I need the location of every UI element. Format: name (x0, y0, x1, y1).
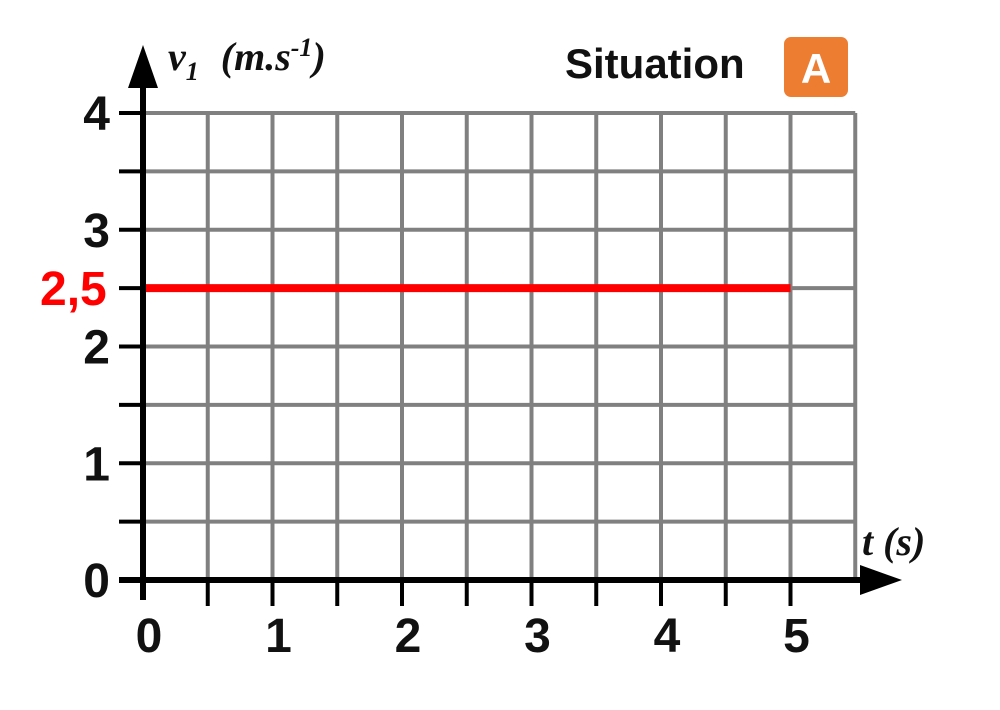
x-tick-label: 2 (395, 610, 422, 663)
axes (119, 45, 902, 606)
y-tick-label: 0 (83, 555, 110, 608)
y-axis-unit-exponent: -1 (291, 33, 313, 62)
grid (143, 111, 858, 580)
y-tick-label: 2 (83, 322, 110, 375)
situation-badge-letter: A (801, 45, 831, 92)
y-axis-arrow (128, 45, 158, 88)
value-annotation: 2,5 (40, 263, 107, 316)
y-axis-symbol: v (168, 34, 187, 79)
tick-labels: 0 1 2 3 4 5 0 1 2 3 4 (83, 88, 810, 663)
x-tick-label: 5 (783, 610, 810, 663)
x-tick-label: 1 (265, 610, 292, 663)
x-axis-arrow (860, 565, 902, 595)
x-axis-title: t (s) (862, 519, 925, 564)
y-axis-title: v1 (m.s-1) (168, 33, 326, 86)
y-tick-label: 1 (83, 438, 110, 491)
situation-badge (784, 37, 848, 97)
x-tick-label: 4 (654, 610, 681, 663)
x-tick-label: 0 (136, 610, 163, 663)
y-axis-unit: (m.s (221, 34, 291, 79)
situation-title: Situation (565, 40, 745, 87)
y-axis-unit-close: ) (309, 34, 325, 79)
y-axis-subscript: 1 (186, 57, 199, 86)
y-tick-label: 4 (83, 88, 110, 141)
y-tick-label: 3 (83, 205, 110, 258)
x-tick-label: 3 (524, 610, 551, 663)
